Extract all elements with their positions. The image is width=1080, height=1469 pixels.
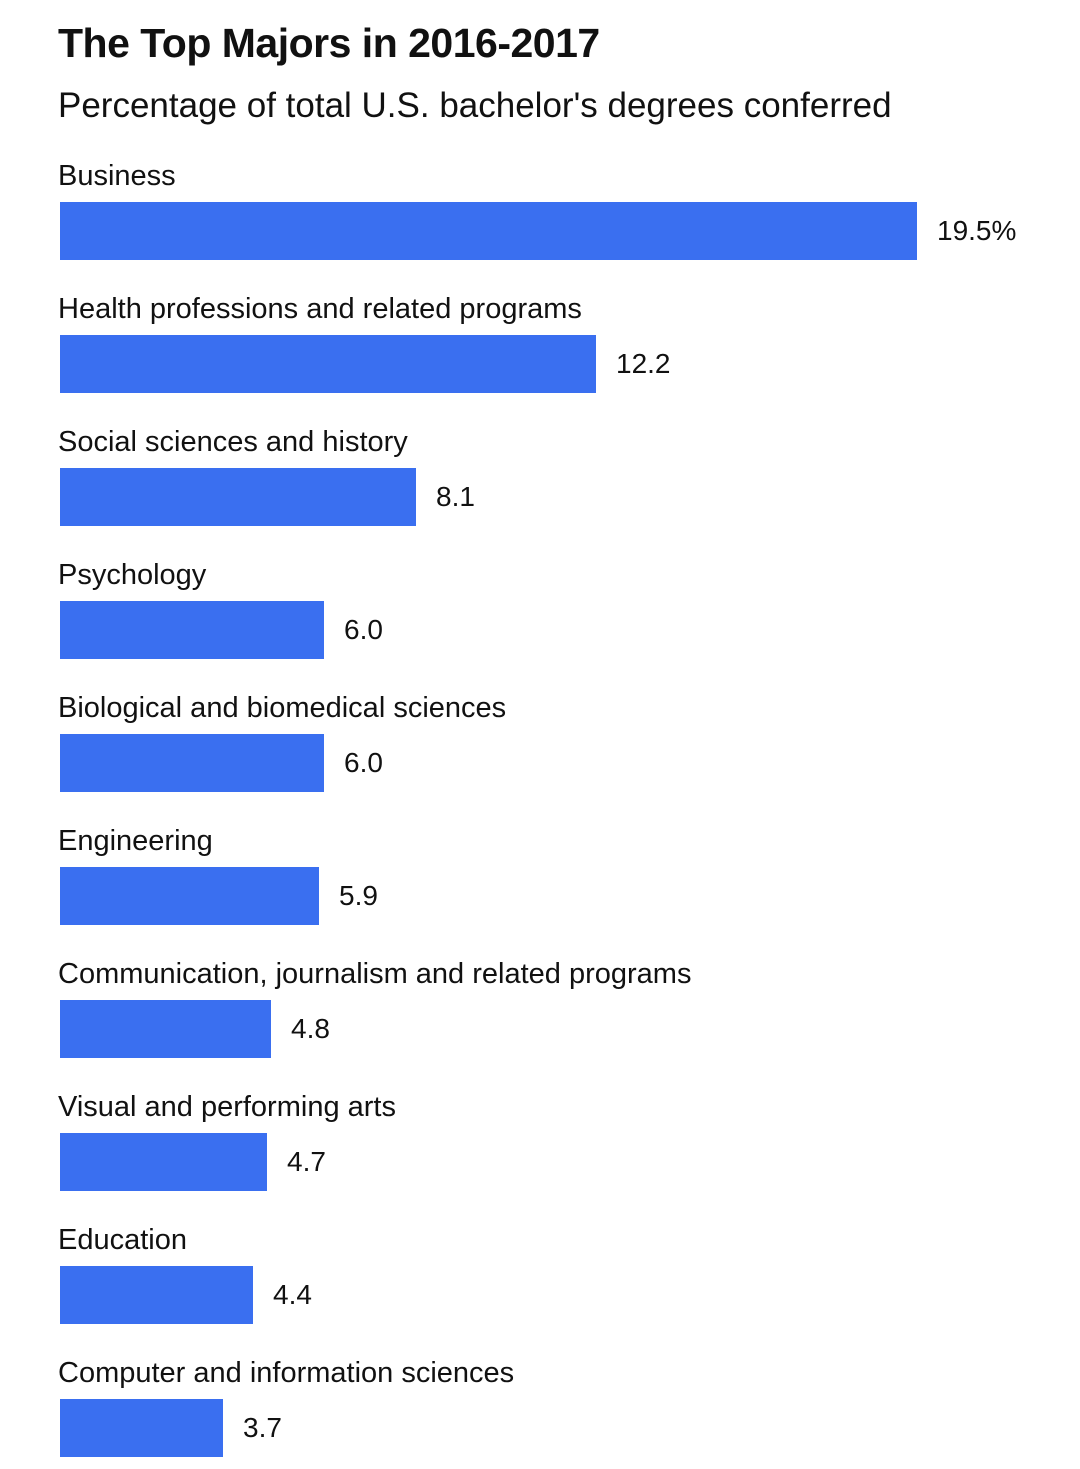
value-label: 19.5%	[937, 215, 1017, 246]
chart-title: The Top Majors in 2016-2017	[58, 20, 600, 66]
category-label: Communication, journalism and related pr…	[58, 958, 692, 990]
category-label: Education	[58, 1224, 187, 1256]
bar	[60, 1266, 253, 1324]
category-label: Health professions and related programs	[58, 293, 582, 325]
value-label: 4.4	[273, 1279, 312, 1310]
value-label: 5.9	[339, 880, 378, 911]
bar	[60, 202, 917, 260]
value-label: 6.0	[344, 747, 383, 778]
category-label: Social sciences and history	[58, 426, 408, 458]
value-label: 4.8	[291, 1013, 330, 1044]
value-label: 3.7	[243, 1412, 282, 1443]
category-label: Engineering	[58, 825, 213, 857]
category-label: Biological and biomedical sciences	[58, 692, 507, 724]
bar	[60, 867, 319, 925]
bar	[60, 335, 596, 393]
value-label: 8.1	[436, 481, 475, 512]
bar	[60, 1399, 223, 1457]
value-label: 12.2	[616, 348, 671, 379]
bar	[60, 1133, 267, 1191]
bar	[60, 601, 324, 659]
category-label: Computer and information sciences	[58, 1357, 515, 1389]
bar	[60, 734, 324, 792]
category-label: Psychology	[58, 559, 207, 591]
bar	[60, 468, 416, 526]
chart-subtitle: Percentage of total U.S. bachelor's degr…	[58, 86, 892, 125]
value-label: 4.7	[287, 1146, 326, 1177]
value-label: 6.0	[344, 614, 383, 645]
category-label: Visual and performing arts	[58, 1091, 396, 1123]
category-label: Business	[58, 160, 176, 192]
bar	[60, 1000, 271, 1058]
